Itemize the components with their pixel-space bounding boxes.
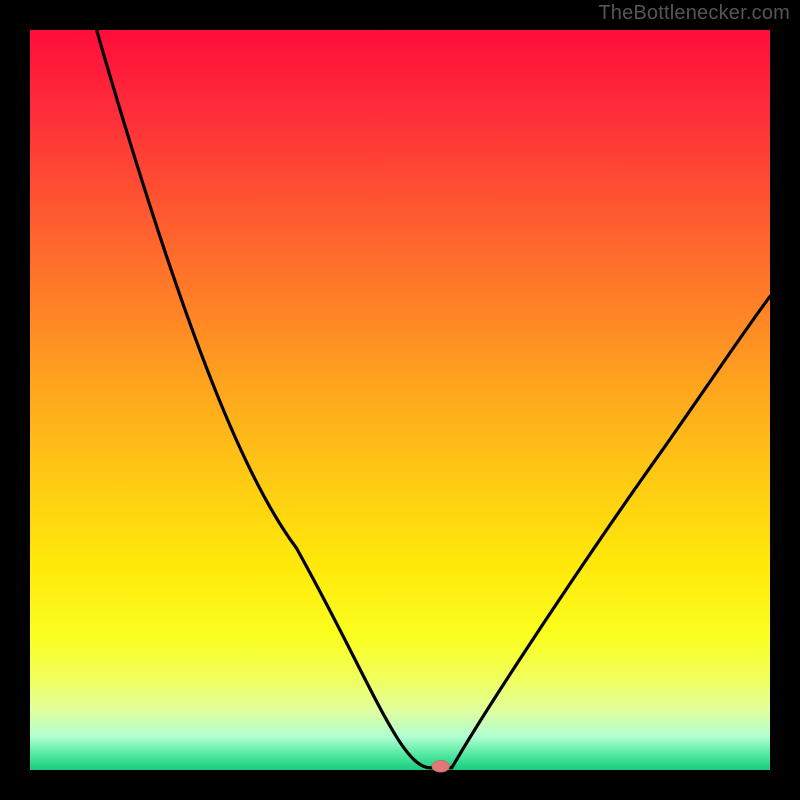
optimum-marker — [432, 760, 450, 772]
bottleneck-chart — [0, 0, 800, 800]
watermark-text: TheBottlenecker.com — [598, 2, 790, 25]
plot-area — [30, 30, 770, 770]
